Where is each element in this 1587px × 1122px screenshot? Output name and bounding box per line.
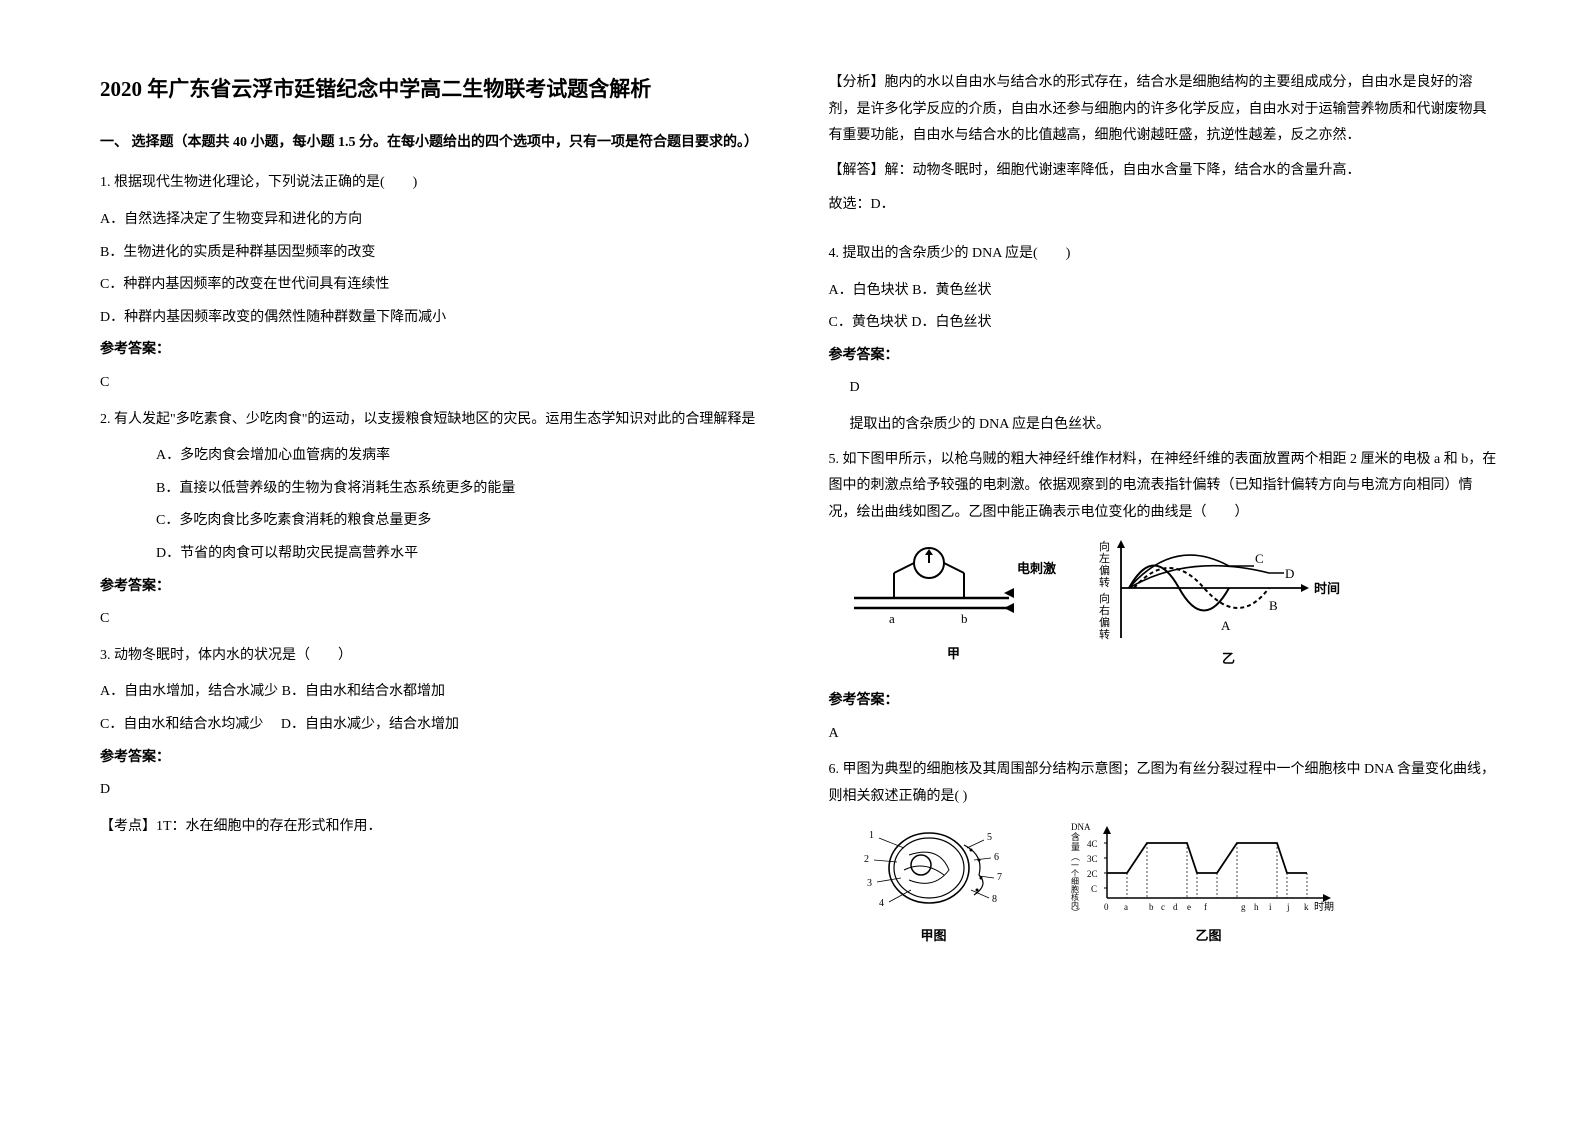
doc-title: 2020 年广东省云浮市廷锴纪念中学高二生物联考试题含解析: [100, 70, 769, 110]
q4-optCD: C．黄色块状 D．白色丝状: [829, 310, 1498, 337]
q3-fenxi: 【分析】胞内的水以自由水与结合水的形式存在，结合水是细胞结构的主要组成成分，自由…: [829, 70, 1498, 150]
q5-figures: a b 电刺激 甲 向 左 偏 转 向 右 偏 转: [849, 538, 1498, 672]
q6-fig-yi: DNA 含 量 ︵ 一 个 细 胞 核 内 ︶: [1069, 820, 1349, 949]
q6-fig-jia-label: 甲图: [849, 924, 1019, 949]
q2-optD: D．节省的肉食可以帮助灾民提高营养水平: [156, 541, 769, 568]
q5-stem: 5. 如下图甲所示，以枪乌贼的粗大神经纤维作材料，在神经纤维的表面放置两个相距 …: [829, 447, 1498, 527]
axis-label-bot: 向: [1099, 591, 1110, 605]
label-stim: 电刺激: [1017, 561, 1057, 576]
svg-text:︶: ︶: [1071, 908, 1080, 918]
q1-ans-label: 参考答案：: [100, 337, 769, 364]
q4-ans: D: [829, 375, 1498, 402]
q4-stem: 4. 提取出的含杂质少的 DNA 应是( ): [829, 241, 1498, 268]
svg-text:0: 0: [1104, 902, 1109, 912]
svg-text:a: a: [1124, 902, 1128, 912]
section-heading: 一、 选择题（本题共 40 小题，每小题 1.5 分。在每小题给出的四个选项中，…: [100, 130, 769, 157]
q2-optB: B．直接以低营养级的生物为食将消耗生态系统更多的能量: [156, 476, 769, 503]
q5-fig-jia: a b 电刺激 甲: [849, 543, 1059, 667]
svg-text:h: h: [1254, 902, 1259, 912]
q6-fig-jia-svg: 1 2 3 4 5 6 7 8: [849, 820, 1019, 920]
q5-fig-jia-svg: a b 电刺激: [849, 543, 1059, 638]
page: 2020 年广东省云浮市廷锴纪念中学高二生物联考试题含解析 一、 选择题（本题共…: [100, 70, 1497, 1082]
q6-figures: 1 2 3 4 5 6 7 8 甲图: [849, 820, 1498, 949]
q3-kaodian: 【考点】1T：水在细胞中的存在形式和作用．: [100, 814, 769, 841]
q4-optAB: A．白色块状 B．黄色丝状: [829, 278, 1498, 305]
label-b: b: [961, 611, 968, 626]
svg-text:5: 5: [987, 832, 992, 843]
svg-text:b: b: [1149, 902, 1154, 912]
axis-label-top: 向: [1099, 539, 1110, 553]
q2-ans: C: [100, 606, 769, 633]
svg-text:8: 8: [992, 894, 997, 905]
q3-stem: 3. 动物冬眠时，体内水的状况是（ ）: [100, 643, 769, 670]
svg-text:左: 左: [1099, 552, 1110, 565]
q2-ans-label: 参考答案：: [100, 574, 769, 601]
svg-text:转: 转: [1099, 575, 1110, 589]
q5-fig-yi-label: 乙: [1099, 647, 1359, 672]
curve-A: A: [1221, 618, 1231, 633]
svg-text:右: 右: [1099, 603, 1110, 617]
q1-ans: C: [100, 370, 769, 397]
svg-text:偏: 偏: [1099, 563, 1110, 577]
q1-stem: 1. 根据现代生物进化理论，下列说法正确的是( ): [100, 170, 769, 197]
svg-text:6: 6: [994, 852, 999, 863]
svg-text:c: c: [1161, 902, 1165, 912]
q3-ans-label: 参考答案：: [100, 745, 769, 772]
svg-text:7: 7: [997, 872, 1002, 883]
svg-text:转: 转: [1099, 627, 1110, 641]
q6-stem: 6. 甲图为典型的细胞核及其周围部分结构示意图；乙图为有丝分裂过程中一个细胞核中…: [829, 757, 1498, 810]
svg-text:g: g: [1241, 902, 1246, 912]
svg-text:i: i: [1269, 902, 1272, 912]
svg-text:e: e: [1187, 902, 1191, 912]
curve-B: B: [1269, 598, 1278, 613]
q5-fig-yi: 向 左 偏 转 向 右 偏 转 A: [1099, 538, 1359, 672]
svg-text:d: d: [1173, 902, 1178, 912]
q3-optCD: C．自由水和结合水均减少 D．自由水减少，结合水增加: [100, 712, 769, 739]
svg-text:4: 4: [879, 898, 884, 909]
svg-text:3: 3: [867, 878, 872, 889]
svg-text:f: f: [1204, 902, 1207, 912]
q3-ans: D: [100, 777, 769, 804]
q1-optB: B．生物进化的实质是种群基因型频率的改变: [100, 240, 769, 267]
q1-optC: C．种群内基因频率的改变在世代间具有连续性: [100, 272, 769, 299]
svg-text:2: 2: [864, 854, 869, 865]
curve-D: D: [1285, 566, 1294, 581]
q2-optC: C．多吃肉食比多吃素食消耗的粮食总量更多: [156, 508, 769, 535]
svg-text:2C: 2C: [1087, 869, 1098, 879]
svg-text:1: 1: [869, 830, 874, 841]
q4-ans-label: 参考答案：: [829, 343, 1498, 370]
curve-C: C: [1255, 551, 1264, 566]
q1-optA: A．自然选择决定了生物变异和进化的方向: [100, 207, 769, 234]
q5-fig-yi-svg: 向 左 偏 转 向 右 偏 转 A: [1099, 538, 1359, 643]
q2-optA: A．多吃肉食会增加心血管病的发病率: [156, 443, 769, 470]
q5-fig-jia-label: 甲: [849, 642, 1059, 667]
svg-text:C: C: [1091, 884, 1097, 894]
q6-fig-yi-label: 乙图: [1069, 924, 1349, 949]
q2-stem: 2. 有人发起"多吃素食、少吃肉食"的运动，以支援粮食短缺地区的灾民。运用生态学…: [100, 407, 769, 434]
svg-text:量: 量: [1071, 842, 1080, 852]
q3-jieda: 【解答】解：动物冬眠时，细胞代谢速率降低，自由水含量下降，结合水的含量升高．: [829, 158, 1498, 185]
q4-note: 提取出的含杂质少的 DNA 应是白色丝状。: [829, 412, 1498, 439]
svg-text:3C: 3C: [1087, 854, 1098, 864]
label-a: a: [889, 611, 895, 626]
svg-text:4C: 4C: [1087, 839, 1098, 849]
svg-text:j: j: [1286, 902, 1290, 912]
left-column: 2020 年广东省云浮市廷锴纪念中学高二生物联考试题含解析 一、 选择题（本题共…: [100, 70, 769, 1082]
q3-optAB: A．自由水增加，结合水减少 B．自由水和结合水都增加: [100, 679, 769, 706]
svg-text:DNA: DNA: [1071, 822, 1091, 832]
right-column: 【分析】胞内的水以自由水与结合水的形式存在，结合水是细胞结构的主要组成成分，自由…: [829, 70, 1498, 1082]
q6-fig-yi-svg: DNA 含 量 ︵ 一 个 细 胞 核 内 ︶: [1069, 820, 1349, 920]
q5-ans: A: [829, 721, 1498, 748]
q3-guxuan: 故选：D．: [829, 192, 1498, 219]
svg-text:含: 含: [1071, 831, 1080, 842]
time-label: 时间: [1314, 581, 1340, 596]
q1-optD: D．种群内基因频率改变的偶然性随种群数量下降而减小: [100, 305, 769, 332]
q5-ans-label: 参考答案：: [829, 688, 1498, 715]
svg-text:偏: 偏: [1099, 615, 1110, 629]
q6-fig-jia: 1 2 3 4 5 6 7 8 甲图: [849, 820, 1019, 949]
svg-text:k: k: [1304, 902, 1309, 912]
svg-text:时期: 时期: [1314, 901, 1334, 913]
